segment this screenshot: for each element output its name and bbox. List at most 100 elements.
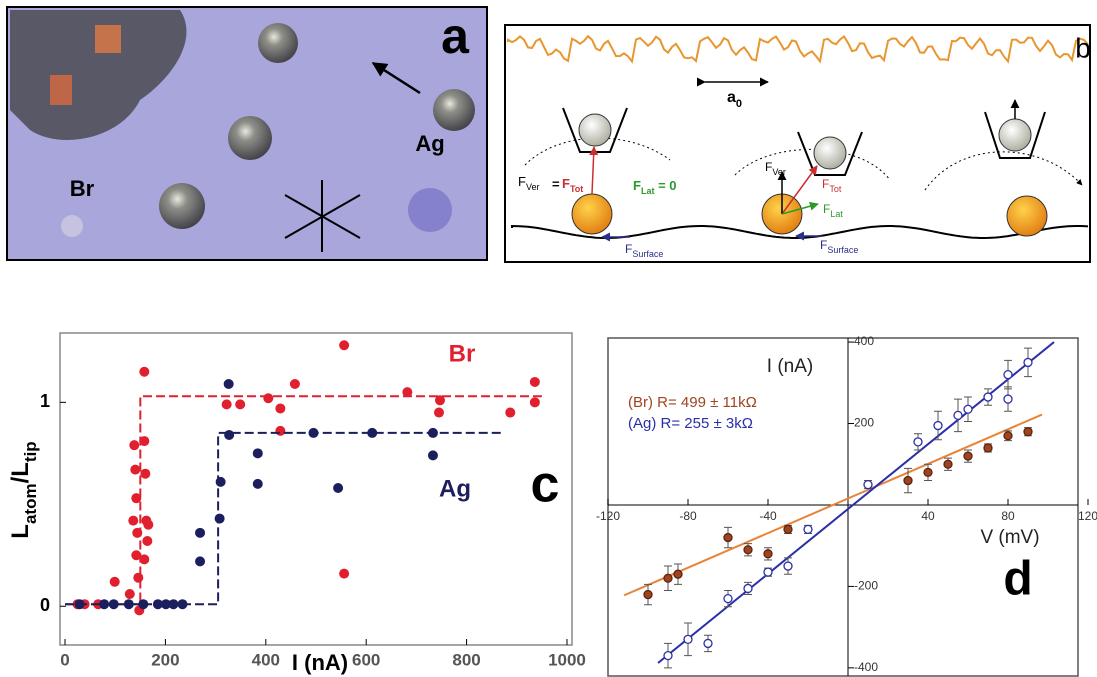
data-point xyxy=(674,570,682,578)
text-part: Surface xyxy=(827,245,858,255)
data-point xyxy=(724,534,732,542)
text-part: tip xyxy=(21,441,40,462)
x-axis-label: V (mV) xyxy=(980,527,1039,548)
text-part: 0 xyxy=(736,98,742,110)
data-point xyxy=(139,554,149,564)
data-point xyxy=(428,450,438,460)
text-part: Tot xyxy=(829,184,842,194)
data-point xyxy=(253,448,263,458)
data-point xyxy=(130,465,140,475)
x-tick-label: 80 xyxy=(1001,509,1015,523)
data-point xyxy=(235,399,245,409)
data-point xyxy=(109,599,119,609)
data-point xyxy=(75,599,85,609)
data-point xyxy=(684,635,692,643)
text-part: = 0 xyxy=(654,178,676,193)
y-tick-label: -200 xyxy=(854,579,878,593)
data-point xyxy=(530,397,540,407)
data-point xyxy=(1004,371,1012,379)
text-part: Ver xyxy=(772,167,786,177)
data-point xyxy=(139,367,149,377)
data-point xyxy=(1004,432,1012,440)
data-point xyxy=(1004,395,1012,403)
text-part: F xyxy=(518,174,526,189)
text-part: F xyxy=(633,178,641,193)
data-point xyxy=(664,652,672,660)
annotation: (Br) R= 499 ± 11kΩ xyxy=(628,394,757,411)
label-br: Br xyxy=(70,176,95,201)
data-point xyxy=(764,568,772,576)
data-point xyxy=(222,399,232,409)
data-point xyxy=(904,477,912,485)
x-tick-label: 800 xyxy=(452,650,480,669)
data-point xyxy=(964,405,972,413)
data-point xyxy=(138,599,148,609)
text-part: a xyxy=(727,89,736,106)
text-part: Surface xyxy=(632,249,663,259)
data-point xyxy=(804,525,812,533)
data-point xyxy=(290,379,300,389)
data-point xyxy=(1024,358,1032,366)
text-part: Ver xyxy=(526,182,540,192)
data-point xyxy=(195,556,205,566)
data-point xyxy=(724,595,732,603)
plot-frame xyxy=(60,333,572,645)
text-part: F xyxy=(822,177,829,191)
data-point xyxy=(129,440,139,450)
text-part: L xyxy=(7,524,34,539)
data-point xyxy=(339,569,349,579)
data-point xyxy=(195,528,205,538)
series-label: Ag xyxy=(439,475,471,502)
data-point xyxy=(934,422,942,430)
data-point xyxy=(177,599,187,609)
data-point xyxy=(914,438,922,446)
y-tick-label: 0 xyxy=(40,595,50,615)
data-point xyxy=(984,393,992,401)
data-point xyxy=(99,599,109,609)
data-point xyxy=(133,573,143,583)
data-point xyxy=(744,546,752,554)
data-point xyxy=(125,589,135,599)
y-tick-label: 1 xyxy=(40,391,50,411)
data-point xyxy=(131,493,141,503)
figure: a Ag Br b a0 FVer = FTot FLat = 0 FSurfa… xyxy=(0,0,1097,677)
data-point xyxy=(139,436,149,446)
data-point xyxy=(704,639,712,647)
panel-a: a Ag Br xyxy=(7,7,487,260)
annotation: (Ag) R= 255 ± 3kΩ xyxy=(628,415,753,432)
text-part: F xyxy=(820,238,827,252)
x-tick-label: -40 xyxy=(759,509,777,523)
data-point xyxy=(944,460,952,468)
text-part: atom xyxy=(21,483,40,524)
data-point xyxy=(224,379,234,389)
series-label: Br xyxy=(449,340,476,367)
data-point xyxy=(435,395,445,405)
data-point xyxy=(216,477,226,487)
x-tick-label: -120 xyxy=(596,509,620,523)
data-point xyxy=(744,584,752,592)
data-point xyxy=(143,520,153,530)
text-part: F xyxy=(765,160,772,174)
data-point xyxy=(402,387,412,397)
data-point xyxy=(224,430,234,440)
data-point xyxy=(128,516,138,526)
data-point xyxy=(864,481,872,489)
y-tick-label: 400 xyxy=(854,334,874,348)
x-axis-label: I (nA) xyxy=(292,650,348,675)
data-point xyxy=(644,591,652,599)
data-point xyxy=(924,468,932,476)
x-tick-label: 400 xyxy=(252,650,280,669)
x-tick-label: 1000 xyxy=(548,650,586,669)
data-point xyxy=(140,469,150,479)
panel-label: d xyxy=(1003,553,1032,606)
x-tick-label: 600 xyxy=(352,650,380,669)
data-point xyxy=(275,403,285,413)
data-point xyxy=(505,408,515,418)
x-tick-label: 0 xyxy=(60,650,69,669)
x-tick-label: -80 xyxy=(679,509,697,523)
x-tick-label: 200 xyxy=(151,650,179,669)
panel-label: b xyxy=(1075,32,1091,63)
text-part: F xyxy=(562,176,570,191)
panel-label: a xyxy=(441,8,470,64)
